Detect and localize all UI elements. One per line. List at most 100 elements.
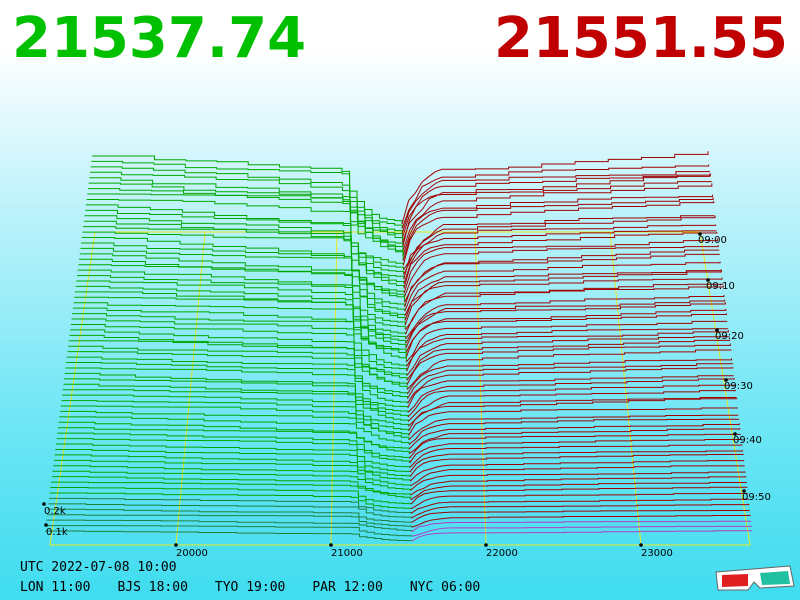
bid-depth-line [70,329,408,372]
time-label: 09:20 [715,331,744,342]
zone-time: PAR 12:00 [312,580,383,595]
tick-dot [44,523,48,527]
ask-depth-line [401,151,709,225]
bid-depth-line [79,253,406,307]
bid-depth-line [73,302,407,349]
ask-depth-line [403,232,718,289]
ask-depth-line [410,471,746,491]
ask-depth-line [407,378,735,413]
bid-depth-line [76,280,406,330]
ask-depth-line [411,510,750,524]
ask-depth-line [409,450,743,473]
bid-depth-line [89,177,404,243]
ask-depth-line [409,460,745,482]
ask-depth-line [408,414,739,441]
ask-depth-line [404,261,721,312]
bid-depth-line [54,454,411,477]
price-label: 23000 [641,548,673,559]
zone-time: BJS 18:00 [117,580,188,595]
ask-depth-line [403,238,719,294]
ask-depth-line [403,230,717,284]
time-label: 09:00 [698,235,727,246]
ask-depth-line [411,530,753,542]
bid-depth-line [57,432,410,459]
bid-depth-line [47,508,412,523]
bid-depth-line [52,470,411,491]
floor-frame [49,231,751,546]
bid-depth-line [87,193,404,257]
price-grid-line [330,231,338,546]
price-label: 21000 [331,548,363,559]
bid-price: 21537.74 [12,6,307,71]
ask-depth-line [409,453,744,477]
ask-price: 21551.55 [493,6,788,71]
ask-depth-line [406,330,729,372]
ask-depth-line [411,520,752,533]
ask-depth-line [403,215,716,275]
tick-dot [639,543,643,547]
ask-depth-line [401,173,711,238]
zone-times: LON 11:00 BJS 18:00 TYO 19:00 PAR 12:00 NYC … [20,580,507,595]
ask-depth-line [404,269,722,317]
tick-dot [706,278,710,282]
bid-depth-line [61,400,410,431]
price-grid-line [609,231,642,546]
zone-time: NYC 06:00 [409,580,481,595]
bid-depth-line [46,519,413,532]
bid-depth-line [85,204,404,266]
bid-depth-line [75,285,406,335]
time-label: 09:40 [733,435,762,446]
ask-depth-line [402,181,712,248]
bid-depth-line [87,188,404,252]
price-label: 22000 [486,548,518,559]
ask-depth-line [409,433,742,459]
ask-depth-line [403,244,719,298]
ask-depth-line [405,313,727,358]
bid-depth-line [49,497,412,514]
ask-depth-line [410,498,749,514]
bid-depth-line [53,459,411,482]
bid-depth-line [48,503,412,519]
ask-depth-line [402,200,715,266]
ask-depth-line [405,320,728,363]
bid-depth-line [45,525,413,537]
bid-depth-line [67,351,408,390]
bid-depth-line [86,198,404,261]
ask-depth-line [409,444,743,468]
ask-depth-line [406,336,730,376]
bid-depth-line [59,410,410,440]
tick-dot [742,489,746,493]
ask-depth-line [405,295,725,340]
ask-depth-line [401,170,710,234]
bid-depth-line [72,313,407,358]
bid-depth-line [80,247,405,303]
ask-depth-line [403,224,717,280]
bid-depth-line [77,269,406,321]
ask-depth-line [404,253,720,307]
bid-depth-line [66,356,408,394]
ask-depth-line [405,302,726,349]
ask-depth-line [404,249,720,303]
bid-depth-line [62,394,409,427]
ask-depth-line [404,269,722,321]
ask-depth-line [411,503,750,519]
bid-depth-line [82,231,405,289]
tick-dot [42,502,46,506]
ask-depth-line [406,339,731,381]
bid-depth-line [57,427,410,454]
bid-depth-line [78,264,406,316]
bid-depth-line [45,530,413,542]
bid-depth-line [79,258,406,312]
ask-depth-line [405,285,724,335]
zone-time: TYO 19:00 [214,580,286,595]
ask-depth-line [404,277,723,326]
ask-depth-line [402,194,713,257]
ask-depth-line [406,349,732,390]
ask-depth-line [407,367,734,404]
bid-depth-line [91,160,403,229]
ask-depth-line [404,283,724,330]
ask-depth-line [402,173,712,243]
bid-depth-line [83,220,405,280]
volume-label: 0.1k [46,527,68,538]
